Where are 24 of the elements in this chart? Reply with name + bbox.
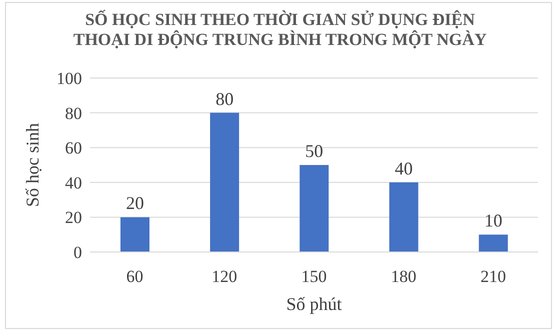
data-label: 80 xyxy=(216,88,234,109)
data-label: 40 xyxy=(394,158,413,178)
y-tick-label: 100 xyxy=(56,69,82,88)
x-tick-label: 150 xyxy=(301,267,327,286)
y-tick-label: 40 xyxy=(65,173,82,192)
data-label: 10 xyxy=(484,210,502,231)
chart-title: SỐ HỌC SINH THEO THỜI GIAN SỬ DỤNG ĐIỆN THOẠI DI ĐỘNG TRUNG BÌNH TRONG MỘT NGÀY xyxy=(72,10,488,50)
y-axis-title: Số học sinh xyxy=(22,122,42,208)
x-tick-label: 120 xyxy=(212,267,238,286)
bar xyxy=(300,165,329,252)
y-tick-label: 80 xyxy=(65,104,82,123)
y-tick-label: 20 xyxy=(65,208,82,228)
data-label: 50 xyxy=(305,141,324,161)
bar xyxy=(478,234,508,252)
data-label: 20 xyxy=(126,193,144,214)
bar xyxy=(389,182,418,252)
x-tick-label: 210 xyxy=(480,267,506,286)
x-axis-title: Số phút xyxy=(286,294,342,314)
x-tick-label: 60 xyxy=(126,267,144,286)
y-tick-label: 60 xyxy=(65,138,82,158)
bar xyxy=(210,112,240,252)
x-tick-label: 180 xyxy=(390,267,416,286)
y-tick-label: 0 xyxy=(74,243,82,262)
bar xyxy=(120,217,150,252)
